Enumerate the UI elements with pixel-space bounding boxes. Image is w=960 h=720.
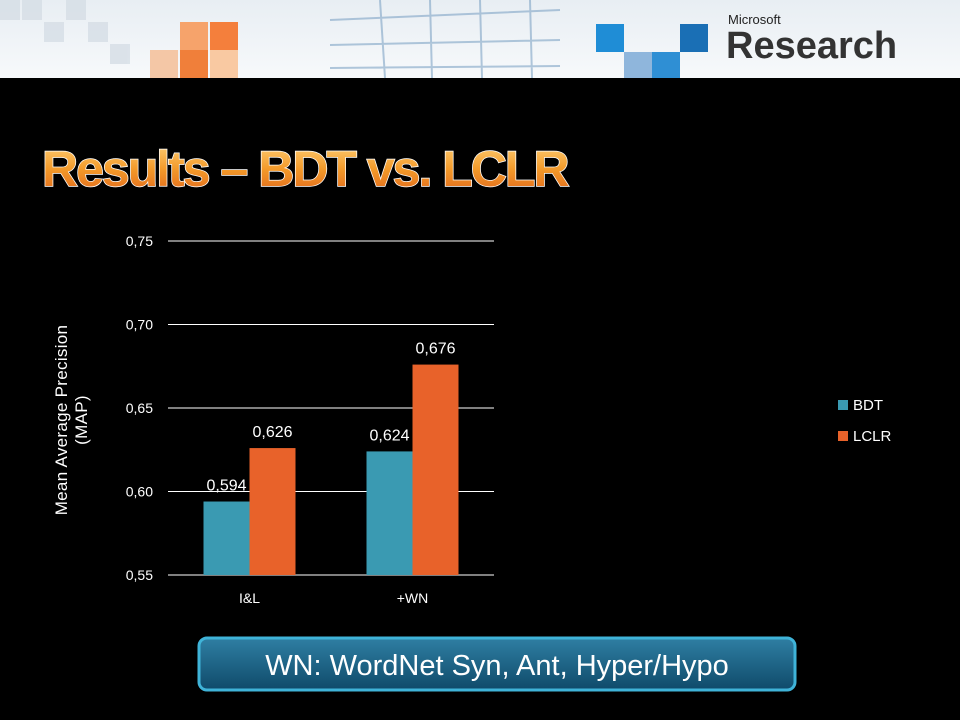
x-tick-label: +WN [397, 590, 429, 606]
callout-text: WN: WordNet Syn, Ant, Hyper/Hypo [265, 650, 729, 682]
value-label: 0,594 [206, 478, 246, 495]
value-label: 0,624 [369, 427, 409, 444]
y-tick-label: 0,55 [126, 567, 153, 583]
legend-label: BDT [853, 397, 883, 414]
x-tick-label: I&L [239, 590, 260, 606]
value-label: 0,626 [252, 424, 292, 441]
y-tick-label: 0,65 [126, 400, 153, 416]
y-axis-label: Mean Average Precision (MAP) [52, 324, 91, 516]
slide-title: Results – BDT vs. LCLR [42, 141, 569, 197]
bar [249, 448, 296, 575]
bar [366, 451, 413, 575]
logo-bottom: Research [726, 25, 897, 67]
value-label: 0,676 [415, 341, 455, 358]
logo-top: Microsoft [728, 12, 781, 27]
bar [412, 364, 459, 575]
y-tick-label: 0,70 [126, 317, 153, 333]
callout-box [197, 636, 797, 692]
bar [203, 501, 250, 575]
legend-label: LCLR [853, 428, 892, 445]
header: Microsoft Research [0, 0, 960, 79]
legend-swatch [838, 400, 848, 410]
y-tick-label: 0,60 [126, 484, 153, 500]
legend-swatch [838, 431, 848, 441]
y-tick-label: 0,75 [126, 233, 153, 249]
